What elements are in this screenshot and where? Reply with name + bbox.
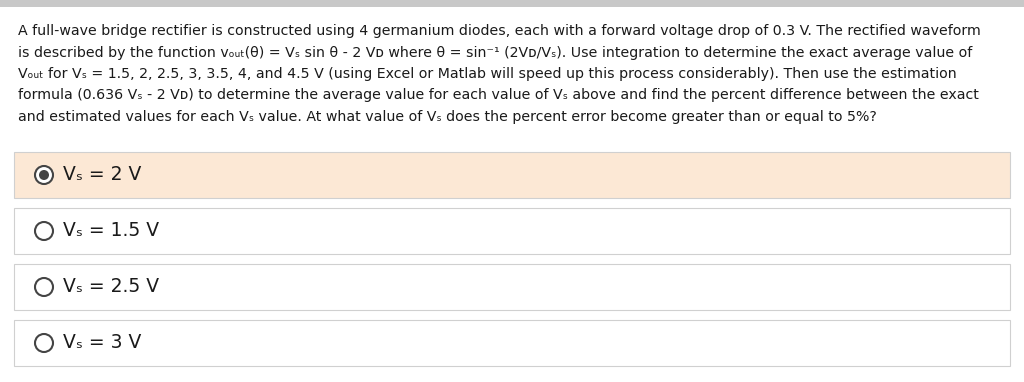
Text: is described by the function vₒᵤₜ(θ) = Vₛ sin θ - 2 Vᴅ where θ = sin⁻¹ (2Vᴅ/Vₛ).: is described by the function vₒᵤₜ(θ) = V…	[18, 45, 972, 60]
Bar	[14, 264, 1010, 310]
Circle shape	[35, 334, 53, 352]
Text: and estimated values for each Vₛ value. At what value of Vₛ does the percent err: and estimated values for each Vₛ value. …	[18, 110, 877, 124]
Circle shape	[39, 170, 49, 180]
Bar	[14, 320, 1010, 366]
Text: formula (0.636 Vₛ - 2 Vᴅ) to determine the average value for each value of Vₛ ab: formula (0.636 Vₛ - 2 Vᴅ) to determine t…	[18, 89, 979, 102]
Bar	[0, 0, 1024, 7]
Bar	[14, 152, 1010, 198]
Bar	[14, 208, 1010, 254]
Text: Vₛ = 1.5 V: Vₛ = 1.5 V	[63, 222, 159, 241]
Circle shape	[35, 166, 53, 184]
Text: Vₛ = 2 V: Vₛ = 2 V	[63, 165, 141, 185]
Text: Vₛ = 2.5 V: Vₛ = 2.5 V	[63, 277, 159, 296]
Text: Vₒᵤₜ for Vₛ = 1.5, 2, 2.5, 3, 3.5, 4, and 4.5 V (using Excel or Matlab will spee: Vₒᵤₜ for Vₛ = 1.5, 2, 2.5, 3, 3.5, 4, an…	[18, 67, 956, 81]
Circle shape	[35, 278, 53, 296]
Circle shape	[35, 222, 53, 240]
Text: A full-wave bridge rectifier is constructed using 4 germanium diodes, each with : A full-wave bridge rectifier is construc…	[18, 24, 981, 38]
Text: Vₛ = 3 V: Vₛ = 3 V	[63, 333, 141, 353]
